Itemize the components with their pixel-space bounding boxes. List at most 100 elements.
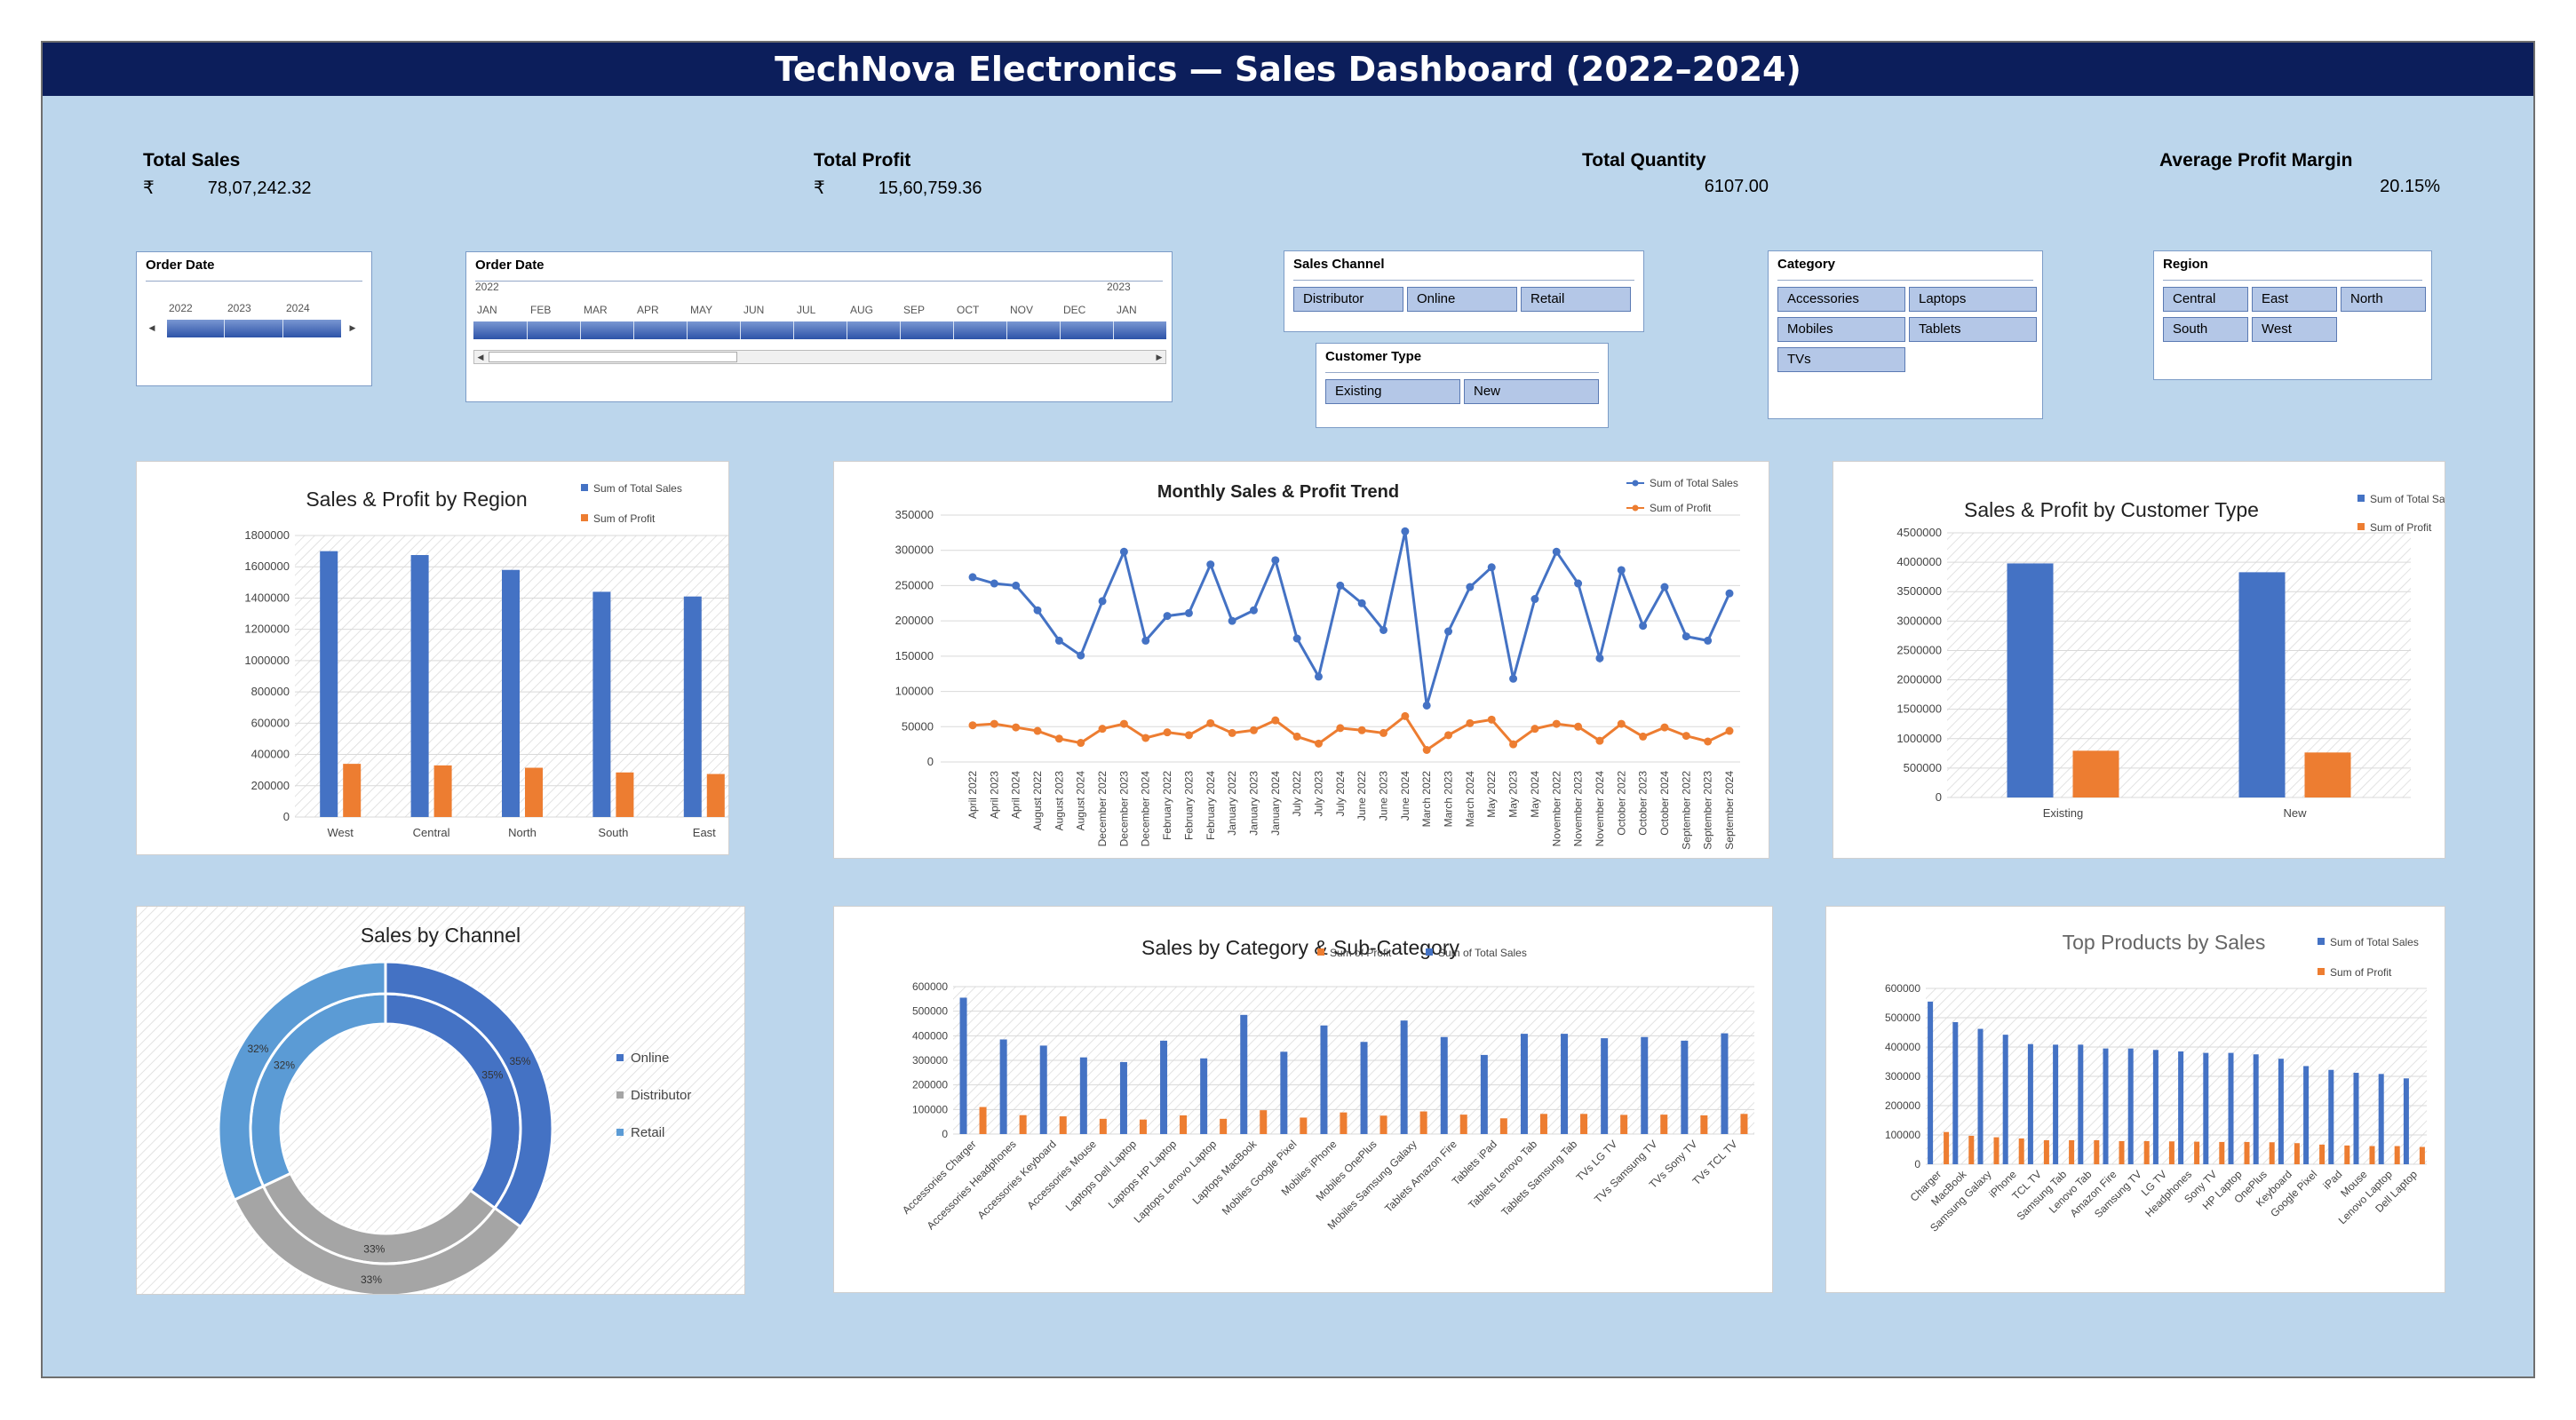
point-profit: [990, 719, 998, 728]
x-tick-label: July 2024: [1334, 771, 1347, 817]
kpi-total-quantity: Total Quantity 6107.00: [1582, 150, 1769, 197]
bar-profit: [343, 764, 362, 817]
slicer-item-north[interactable]: North: [2341, 287, 2426, 312]
x-tick-label: April 2024: [1010, 771, 1022, 819]
slicer-item-central[interactable]: Central: [2163, 287, 2248, 312]
bar-profit: [2369, 1146, 2375, 1164]
point-sales: [1314, 672, 1323, 681]
x-tick-label: December 2024: [1140, 771, 1152, 847]
bar-sales: [1200, 1058, 1208, 1134]
scroll-left-icon[interactable]: ◀: [148, 323, 155, 332]
point-sales: [1401, 527, 1410, 535]
bar-sales: [1119, 1061, 1127, 1134]
slice-label: 32%: [247, 1043, 268, 1055]
point-sales: [1552, 547, 1561, 556]
legend-item: Retail: [616, 1125, 664, 1140]
point-sales: [1639, 622, 1648, 631]
timeline-selection-bar[interactable]: [473, 321, 1166, 339]
point-profit: [1574, 722, 1583, 731]
x-tick-label: October 2022: [1615, 771, 1627, 836]
x-tick-label: June 2023: [1378, 771, 1390, 821]
svg-text:Sum of Profit: Sum of Profit: [2370, 521, 2432, 534]
bar-profit: [2094, 1139, 2100, 1164]
slicer-item-south[interactable]: South: [2163, 317, 2248, 342]
slicer-item-distributor[interactable]: Distributor: [1293, 287, 1403, 312]
bar-profit: [1379, 1115, 1387, 1134]
chart-svg: 0 50000 100000 150000 200000 250000 300000 3500…: [895, 477, 1740, 850]
bar-profit: [1660, 1115, 1668, 1134]
bar-sales: [1360, 1042, 1368, 1134]
timeline-month-label: DEC: [1063, 304, 1086, 316]
point-profit: [968, 721, 977, 730]
svg-text:Sum of Profit: Sum of Profit: [1650, 502, 1712, 514]
slicer-item-tvs[interactable]: TVs: [1777, 347, 1905, 372]
bar-profit: [1968, 1135, 1975, 1164]
bar-sales: [1280, 1051, 1288, 1134]
bar-profit: [616, 772, 634, 817]
bar-sales: [2203, 1052, 2209, 1164]
line-sales: [972, 530, 1731, 706]
y-tick-label: 300000: [912, 1054, 948, 1067]
x-tick-label: Accessories Charger: [900, 1138, 979, 1217]
scrollbar-thumb[interactable]: [489, 352, 737, 362]
legend-item: Online: [616, 1051, 669, 1066]
x-tick-label: August 2023: [1053, 771, 1065, 831]
slicer-item-new[interactable]: New: [1464, 379, 1599, 404]
slicer-item-retail[interactable]: Retail: [1521, 287, 1631, 312]
scroll-right-icon[interactable]: ▶: [1156, 353, 1163, 361]
scroll-left-icon[interactable]: ◀: [477, 353, 484, 361]
timeline-selection-bar[interactable]: [167, 320, 341, 337]
slicer-item-existing[interactable]: Existing: [1325, 379, 1460, 404]
point-profit: [1530, 725, 1539, 734]
point-sales: [1487, 563, 1496, 572]
chart-title: Monthly Sales & Profit Trend: [1157, 482, 1399, 502]
bar-profit: [2018, 1138, 2024, 1164]
svg-text:Sum of Total Sales: Sum of Total Sales: [2330, 936, 2419, 948]
point-profit: [1206, 718, 1215, 727]
chart-svg: 0 100000 200000 300000 400000 500000 600000 Acc…: [900, 936, 1754, 1232]
y-tick-label: 200000: [1885, 1099, 1920, 1112]
slicer-item-online[interactable]: Online: [1407, 287, 1517, 312]
order-date-year-timeline[interactable]: Order Date 2022 2023 2024 ◀ ▶: [136, 251, 372, 386]
legend-item: Distributor: [616, 1088, 691, 1103]
timeline-year-label: 2022: [475, 281, 499, 293]
bar-sales: [2403, 1078, 2409, 1164]
slicer-item-laptops[interactable]: Laptops: [1909, 287, 2037, 312]
slicer-item-accessories[interactable]: Accessories: [1777, 287, 1905, 312]
slice-label: 33%: [361, 1273, 382, 1286]
x-tick-label: New: [2283, 806, 2307, 820]
point-profit: [1552, 719, 1561, 728]
slicer-item-mobiles[interactable]: Mobiles: [1777, 317, 1905, 342]
timeline-year-label: 2022: [169, 302, 193, 314]
bar-profit: [433, 765, 452, 817]
y-tick-label: 600000: [912, 980, 948, 993]
point-sales: [990, 579, 998, 588]
bar-profit: [2319, 1144, 2326, 1164]
x-tick-label: June 2024: [1399, 771, 1411, 821]
x-tick-label: West: [328, 826, 354, 839]
point-profit: [1660, 723, 1669, 732]
x-tick-label: May 2024: [1529, 771, 1541, 818]
scroll-right-icon[interactable]: ▶: [349, 323, 356, 332]
x-tick-label: East: [693, 826, 716, 839]
y-tick-label: 0: [1936, 790, 1942, 804]
slicer-item-west[interactable]: West: [2252, 317, 2337, 342]
bar-sales: [1480, 1054, 1488, 1134]
timeline-month-label: OCT: [957, 304, 980, 316]
svg-text:Online: Online: [631, 1051, 669, 1066]
bar-profit: [2168, 1141, 2174, 1164]
point-sales: [1033, 606, 1042, 615]
bar-profit: [1180, 1115, 1188, 1134]
slicer-item-east[interactable]: East: [2252, 287, 2337, 312]
bar-profit: [2294, 1143, 2300, 1164]
order-date-month-timeline[interactable]: Order Date 2022 2023 JAN FEB MAR APR MAY JUN J…: [465, 251, 1173, 402]
dashboard-frame: TechNova Electronics — Sales Dashboard (…: [41, 41, 2535, 1378]
y-tick-label: 500000: [1904, 761, 1942, 774]
slicer-item-tablets[interactable]: Tablets: [1909, 317, 2037, 342]
x-tick-label: June 2022: [1356, 771, 1368, 821]
bar-sales: [1977, 1028, 1984, 1164]
x-tick-label: North: [508, 826, 537, 839]
chart-monthly-trend: 0 50000 100000 150000 200000 250000 300000 3500…: [833, 461, 1769, 859]
x-tick-label: September 2022: [1680, 771, 1692, 850]
timeline-scrollbar[interactable]: ◀ ▶: [473, 350, 1166, 364]
